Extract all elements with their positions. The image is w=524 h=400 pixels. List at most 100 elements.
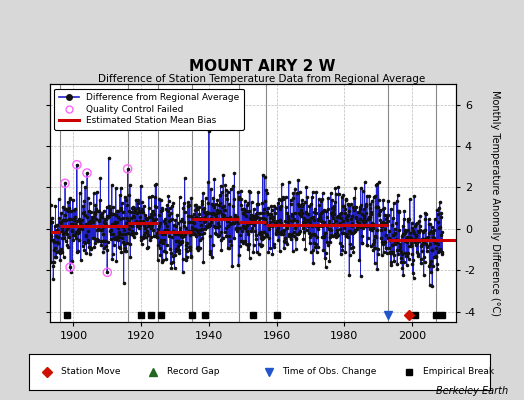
Point (234, 262, 243, 268)
Point (90, 244, 99, 250)
Point (61, 180, 69, 186)
Point (413, 220, 421, 226)
Point (357, 224, 365, 230)
Point (392, 240, 400, 246)
Point (308, 231, 316, 238)
Point (432, 207, 441, 213)
Point (125, 218, 133, 224)
Point (216, 182, 225, 189)
Point (86, 219, 94, 226)
Point (71, 206, 80, 212)
Point (255, 251, 263, 257)
Point (358, 188, 367, 194)
Point (299, 236, 308, 242)
Point (70, 232, 79, 238)
Point (201, 195, 210, 201)
Point (145, 214, 153, 220)
Point (187, 195, 195, 202)
Point (160, 237, 168, 243)
Point (188, 219, 196, 225)
Point (152, 216, 160, 223)
Point (71, 221, 79, 227)
Point (329, 215, 337, 221)
Point (314, 226, 322, 232)
Point (204, 179, 212, 185)
Point (365, 193, 374, 200)
Point (430, 235, 439, 241)
Point (151, 182, 159, 188)
Point (364, 223, 373, 229)
Point (179, 256, 187, 262)
Point (294, 230, 303, 236)
Point (366, 226, 374, 232)
Point (83, 239, 92, 245)
Point (191, 202, 199, 208)
Point (234, 189, 242, 195)
Point (340, 202, 348, 209)
Point (99, 238, 107, 244)
Point (209, 202, 217, 208)
Point (324, 206, 333, 212)
Point (432, 240, 441, 246)
Point (128, 230, 136, 236)
Point (121, 244, 129, 251)
Point (274, 225, 282, 231)
Point (258, 235, 267, 242)
Point (304, 218, 313, 225)
Point (289, 190, 298, 196)
Point (84, 228, 93, 235)
Point (261, 220, 269, 226)
Point (352, 214, 360, 220)
Point (279, 229, 288, 235)
Point (248, 220, 257, 226)
Point (333, 227, 341, 234)
Point (433, 211, 442, 218)
Point (359, 213, 368, 219)
Point (176, 194, 184, 201)
Point (180, 219, 188, 225)
Point (418, 240, 426, 247)
Point (433, 266, 441, 272)
Point (246, 228, 255, 234)
Point (386, 236, 394, 243)
Point (401, 250, 409, 256)
Point (132, 230, 140, 236)
Point (49, 237, 57, 243)
Point (58, 235, 67, 242)
Point (417, 237, 425, 243)
Point (254, 201, 262, 208)
Point (288, 218, 297, 224)
Point (111, 234, 119, 240)
Point (402, 262, 411, 268)
Point (334, 222, 342, 228)
Point (180, 175, 189, 181)
Point (394, 192, 402, 198)
Point (84, 195, 92, 202)
Point (362, 202, 370, 208)
Point (234, 196, 243, 202)
Point (417, 242, 425, 249)
Point (158, 205, 166, 211)
Point (83, 170, 91, 176)
Point (213, 224, 222, 231)
Point (89, 218, 97, 225)
Point (277, 197, 286, 203)
Point (259, 210, 267, 216)
Point (237, 196, 246, 202)
Point (91, 240, 99, 246)
Point (286, 231, 294, 238)
Point (122, 248, 130, 254)
Point (427, 258, 435, 264)
Point (129, 232, 137, 238)
Point (95, 218, 103, 224)
Point (67, 221, 75, 228)
Point (291, 186, 299, 192)
Point (347, 201, 355, 208)
Point (379, 218, 387, 225)
Point (413, 250, 422, 257)
Point (99, 249, 107, 256)
Point (157, 208, 165, 214)
Point (274, 230, 282, 236)
Point (183, 240, 191, 246)
Point (74, 228, 83, 235)
